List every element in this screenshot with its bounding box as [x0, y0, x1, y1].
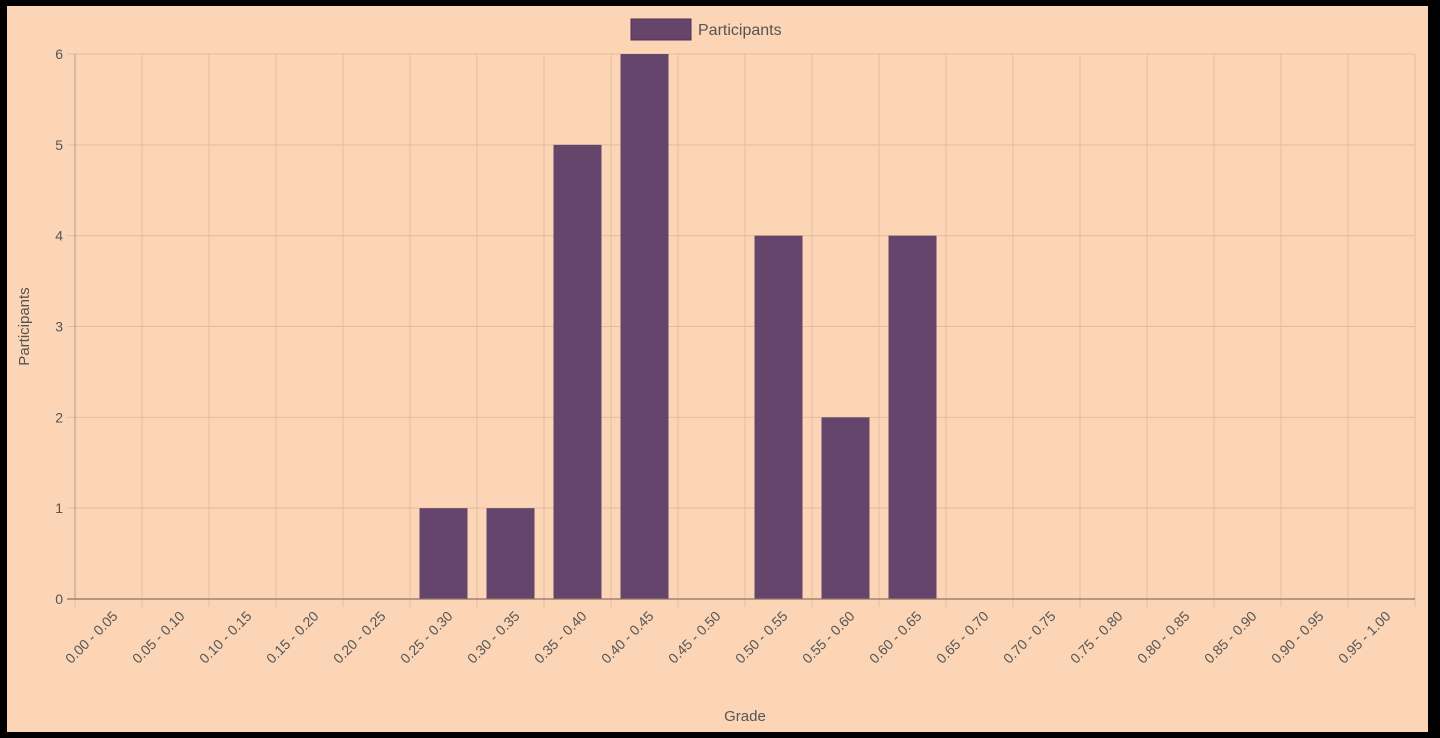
- bars: [419, 54, 937, 600]
- x-tick-label: 0.15 - 0.20: [263, 608, 322, 667]
- x-tick-label: 0.20 - 0.25: [330, 608, 389, 667]
- x-tick-label: 0.70 - 0.75: [1000, 608, 1059, 667]
- bar[interactable]: [553, 144, 602, 600]
- y-tick-label: 6: [55, 46, 63, 62]
- axes: [67, 54, 1415, 600]
- x-tick-label: 0.50 - 0.55: [732, 608, 791, 667]
- legend-label: Participants: [698, 22, 782, 39]
- y-axis-title: Participants: [16, 287, 33, 365]
- x-tick-label: 0.45 - 0.50: [665, 608, 724, 667]
- y-tick-label: 3: [55, 319, 63, 335]
- y-tick-labels: 0 1 2 3 4 5 6: [55, 46, 63, 607]
- x-tick-label: 0.35 - 0.40: [531, 608, 590, 667]
- bar[interactable]: [821, 417, 870, 599]
- y-tick-label: 4: [55, 228, 63, 244]
- x-tick-label: 0.10 - 0.15: [196, 608, 255, 667]
- x-tick-label: 0.40 - 0.45: [598, 608, 657, 667]
- y-tick-label: 5: [55, 137, 63, 153]
- x-tick-label: 0.75 - 0.80: [1067, 608, 1126, 667]
- bar[interactable]: [754, 235, 803, 599]
- y-tick-label: 1: [55, 500, 63, 516]
- grid-lines: [67, 53, 1416, 607]
- x-tick-label: 0.25 - 0.30: [397, 608, 456, 667]
- x-tick-label: 0.95 - 1.00: [1335, 608, 1394, 667]
- y-tick-label: 2: [55, 409, 63, 425]
- x-tick-label: 0.80 - 0.85: [1134, 608, 1193, 667]
- x-tick-label: 0.85 - 0.90: [1201, 608, 1260, 667]
- x-tick-label: 0.05 - 0.10: [129, 608, 188, 667]
- y-tick-label: 0: [55, 591, 63, 607]
- legend-swatch: [630, 18, 692, 41]
- bar-chart: 0 1 2 3 4 5 6 0.00 - 0.05 0.05 - 0.10 0.10 - 0.1…: [16, 18, 1416, 725]
- bar[interactable]: [419, 508, 468, 599]
- bar[interactable]: [620, 54, 669, 599]
- bar[interactable]: [888, 235, 937, 599]
- bar[interactable]: [486, 508, 535, 599]
- x-tick-label: 0.60 - 0.65: [866, 608, 925, 667]
- x-tick-label: 0.30 - 0.35: [464, 608, 523, 667]
- x-tick-label: 0.00 - 0.05: [62, 608, 121, 667]
- x-axis-title: Grade: [724, 708, 766, 725]
- x-tick-label: 0.55 - 0.60: [799, 608, 858, 667]
- legend[interactable]: Participants: [630, 18, 782, 41]
- x-tick-label: 0.65 - 0.70: [933, 608, 992, 667]
- x-tick-label: 0.90 - 0.95: [1268, 608, 1327, 667]
- chart-container: 0 1 2 3 4 5 6 0.00 - 0.05 0.05 - 0.10 0.10 - 0.1…: [7, 6, 1428, 732]
- x-tick-labels: 0.00 - 0.05 0.05 - 0.10 0.10 - 0.15 0.15 - …: [62, 608, 1394, 667]
